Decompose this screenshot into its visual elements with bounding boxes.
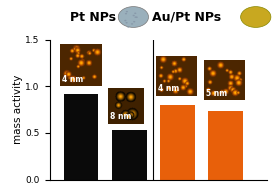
Text: Au/Pt NPs: Au/Pt NPs xyxy=(152,11,222,23)
Bar xyxy=(160,105,195,180)
Bar xyxy=(64,94,98,180)
Y-axis label: mass activity: mass activity xyxy=(13,75,23,144)
Bar xyxy=(112,130,147,180)
Text: Pt NPs: Pt NPs xyxy=(70,11,117,23)
Bar xyxy=(208,112,243,180)
